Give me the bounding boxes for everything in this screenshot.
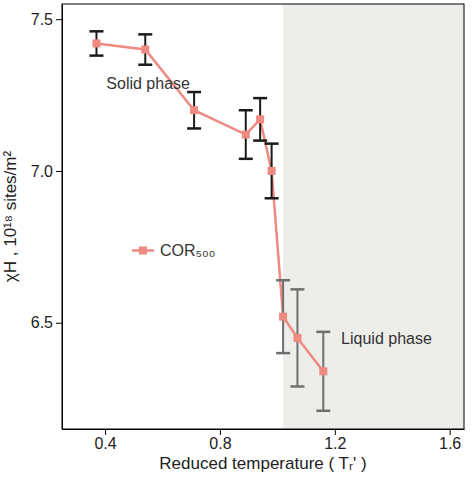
plot-frame: [62, 4, 464, 429]
error-bar-cap: [276, 279, 290, 282]
x-axis-line: [63, 429, 465, 430]
error-bar-cap: [138, 63, 152, 66]
legend: COR₅₀₀: [132, 242, 215, 259]
x-tick-mark: [220, 429, 221, 435]
x-tick-label: 1.2: [324, 435, 346, 452]
y-tick-mark: [56, 19, 62, 20]
legend-item: COR₅₀₀: [132, 242, 215, 259]
annotation: Solid phase: [106, 75, 190, 92]
x-tick-mark: [450, 429, 451, 435]
x-tick-mark: [105, 429, 106, 435]
error-bar-cap: [253, 97, 267, 100]
chart: 0.4 0.8 1.2 1.6 6.5 7.0 7.5 Solid phase Liquid p…: [0, 0, 472, 479]
error-bar-cap: [316, 410, 330, 413]
error-bar-cap: [89, 30, 103, 33]
x-tick-mark: [335, 429, 336, 435]
x-tick-label: 0.8: [209, 435, 231, 452]
error-bar-cap: [265, 197, 279, 200]
y-tick: 7.5: [31, 11, 62, 28]
error-bar-cap: [239, 158, 253, 161]
data-point: [279, 313, 287, 321]
error-bar: [253, 98, 267, 141]
error-bar: [187, 92, 201, 128]
plot-area: [89, 4, 464, 429]
x-axis-title: Reduced temperature ( Tᵣ' ): [159, 454, 366, 473]
legend-label: COR₅₀₀: [160, 242, 215, 259]
data-point: [190, 106, 198, 114]
data-point: [92, 39, 100, 47]
x-tick: 0.8: [209, 429, 231, 452]
y-tick-label: 7.5: [31, 11, 53, 28]
data-point: [242, 131, 250, 139]
error-bar: [89, 31, 103, 55]
y-axis-line: [62, 5, 63, 430]
x-tick: 1.6: [439, 429, 461, 452]
data-point: [256, 115, 264, 123]
y-tick-label: 7.0: [31, 163, 53, 180]
error-bar-cap: [290, 385, 304, 388]
error-bar-cap: [138, 33, 152, 36]
data-point: [293, 334, 301, 342]
x-tick: 1.2: [324, 429, 346, 452]
error-bar-cap: [265, 142, 279, 145]
x-tick-label: 0.4: [94, 435, 116, 452]
data-point: [141, 46, 149, 54]
error-bar-cap: [187, 127, 201, 130]
error-bar-cap: [290, 288, 304, 291]
y-tick-label: 6.5: [31, 314, 53, 331]
y-tick-mark: [56, 323, 62, 324]
x-axis: 0.4 0.8 1.2 1.6: [63, 429, 465, 452]
error-bar-cap: [276, 352, 290, 355]
error-bar-cap: [316, 331, 330, 334]
error-bar: [290, 289, 304, 386]
series-line: [96, 43, 323, 371]
phase-region: [283, 4, 464, 429]
error-bar-cap: [239, 109, 253, 112]
annotation: Liquid phase: [341, 330, 432, 347]
error-bar-cap: [89, 54, 103, 57]
y-tick-mark: [56, 171, 62, 172]
error-bar: [276, 280, 290, 353]
plot: 0.4 0.8 1.2 1.6 6.5 7.0 7.5 Solid phase Liquid p…: [31, 4, 465, 452]
x-tick-label: 1.6: [439, 435, 461, 452]
y-axis: 6.5 7.0 7.5: [31, 5, 63, 430]
y-axis-title: χH , 10¹⁸ sites/m²: [1, 150, 20, 282]
y-tick: 7.0: [31, 163, 62, 180]
y-tick: 6.5: [31, 314, 62, 331]
data-point: [268, 167, 276, 175]
legend-marker: [139, 247, 147, 255]
error-bar-cap: [253, 139, 267, 142]
error-bar: [316, 332, 330, 411]
error-bar: [138, 34, 152, 64]
error-bar: [265, 144, 279, 199]
error-bar: [239, 110, 253, 159]
x-tick: 0.4: [94, 429, 116, 452]
data-point: [319, 367, 327, 375]
